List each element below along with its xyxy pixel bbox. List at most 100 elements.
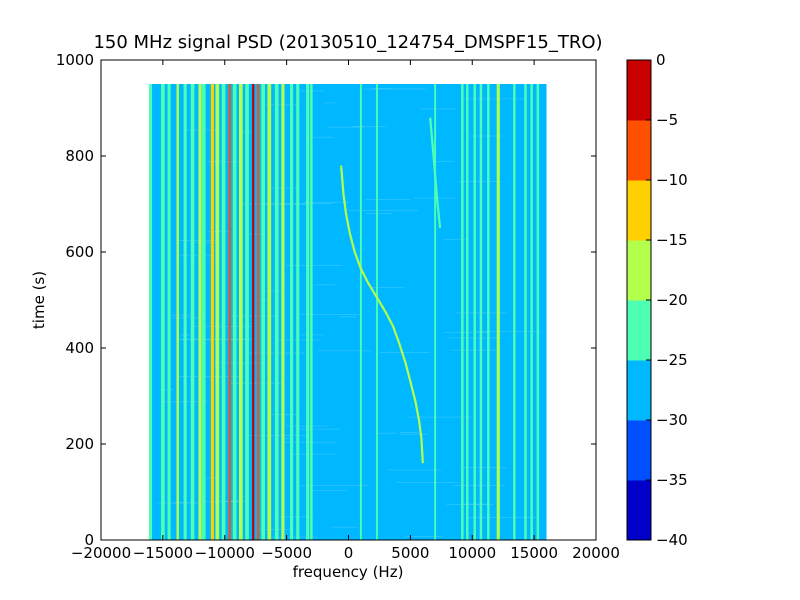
psd-texture [245,233,266,235]
spectral-line [238,84,243,540]
psd-texture [331,526,359,528]
psd-texture [453,485,504,486]
psd-texture [476,330,541,332]
psd-texture [323,102,336,104]
psd-texture [379,352,430,353]
psd-texture [405,536,443,537]
psd-texture [274,516,314,518]
spectral-line [201,84,206,540]
spectral-line [176,84,179,540]
colorbar-segment [627,180,651,241]
spectral-line [290,84,294,540]
psd-texture [285,265,343,266]
psd-texture [469,135,504,137]
spectral-line [496,84,500,540]
y-tick-label: 600 [65,243,94,261]
colorbar-tick-label: −30 [656,411,688,429]
y-axis-label: time (s) [30,271,48,329]
x-tick-label: 15000 [510,544,558,562]
heatmap [148,84,547,540]
psd-texture [196,242,221,244]
psd-texture [388,469,442,471]
signal-track-doppler-track [340,165,424,464]
colorbar-tick-label: −5 [656,111,678,129]
colorbar-tick-label: −20 [656,291,688,309]
psd-texture [180,334,194,336]
colorbar-tick-label: −25 [656,351,688,369]
spectral-line [252,84,255,540]
colorbar-segment [627,60,651,121]
spectral-line [359,84,362,540]
spectral-line [215,84,220,540]
spectral-line [376,84,378,540]
psd-texture [328,126,365,128]
x-tick-label: −15000 [133,544,193,562]
spectral-line [479,84,483,540]
spectral-line [530,84,533,540]
colorbar-tick-label: −35 [656,471,688,489]
y-tick-label: 0 [84,531,94,549]
spectral-line [513,84,516,540]
psd-texture [304,201,349,203]
psd-texture [443,238,468,240]
x-tick-label: −10000 [195,544,255,562]
psd-texture [400,432,419,433]
spectral-line [461,84,464,540]
psd-texture [210,161,242,163]
spectral-line [434,84,437,540]
colorbar-tick-label: −40 [656,531,688,549]
colorbar-segment [627,240,651,301]
x-tick-label: 5000 [391,544,429,562]
spectral-line [281,84,285,540]
psd-texture [308,136,334,138]
y-axis: 0 200 400 600 800 1000 [56,51,596,549]
psd-texture [268,187,301,189]
spectral-line [210,84,214,540]
psd-texture [366,199,411,200]
spectral-line [232,84,237,540]
spectral-line [306,84,310,540]
spectral-line [466,84,469,540]
spectral-line [198,84,202,540]
spectral-line [536,84,540,540]
psd-texture [299,428,341,430]
spectral-line [267,84,272,540]
spectral-line [221,84,226,540]
psd-texture [348,209,419,211]
colorbar-segment [627,300,651,361]
psd-texture [462,98,526,100]
psd-texture [168,314,196,316]
spectral-line [161,84,165,540]
colorbar-segment [627,120,651,181]
x-tick-label: 20000 [572,544,620,562]
chart-title: 150 MHz signal PSD (20130510_124754_DMSP… [93,32,602,53]
x-axis: −20000 −15000 −10000 −5000 0 5000 10000 15000 20… [71,60,620,562]
psd-texture [300,90,325,92]
psd-texture [311,490,347,492]
psd-texture [395,481,459,483]
spectral-line [257,84,260,540]
y-tick-label: 800 [65,147,94,165]
spectral-line [245,84,249,540]
y-tick-label: 400 [65,339,94,357]
psd-texture [372,88,392,90]
psd-texture [157,502,201,504]
y-tick-label: 1000 [56,51,94,69]
psd-texture [318,350,372,352]
psd-texture [176,376,241,377]
psd-texture [179,255,215,257]
psd-texture [159,389,174,391]
x-axis-label: frequency (Hz) [293,563,404,581]
psd-texture [434,161,454,162]
psd-texture [261,290,282,292]
spectral-line [148,84,153,540]
spectral-line [190,84,195,540]
psd-texture [408,416,472,418]
colorbar-segment [627,420,651,481]
psd-texture [352,126,387,127]
signal-track-drift-line [429,117,442,229]
psd-texture [176,240,218,242]
spectral-line [487,84,490,540]
psd-texture [281,438,294,440]
